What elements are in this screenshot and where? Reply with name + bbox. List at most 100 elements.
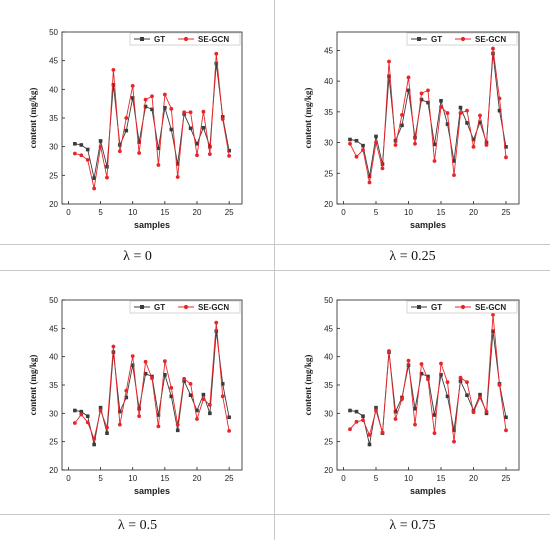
y-tick-label: 40 — [324, 353, 333, 362]
y-tick-label: 40 — [49, 353, 58, 362]
point-se-gcn — [491, 312, 495, 317]
point-gt — [98, 139, 103, 143]
point-se-gcn — [79, 412, 84, 417]
point-se-gcn — [92, 436, 97, 441]
point-se-gcn — [227, 153, 232, 158]
point-se-gcn — [432, 159, 437, 163]
point-gt — [393, 409, 398, 414]
point-se-gcn — [497, 96, 502, 101]
x-tick-label: 10 — [128, 208, 137, 217]
point-gt — [118, 409, 122, 414]
plot-frame — [61, 299, 243, 471]
point-se-gcn — [504, 428, 508, 433]
point-se-gcn — [374, 140, 378, 145]
point-gt — [354, 409, 359, 414]
point-gt — [471, 137, 476, 142]
point-se-gcn — [201, 397, 206, 402]
x-axis-label: samples — [134, 486, 170, 496]
y-tick-label: 35 — [324, 108, 333, 117]
point-se-gcn — [400, 397, 404, 402]
caption-lambda-0-75: λ = 0.75 — [389, 518, 436, 533]
point-se-gcn — [452, 439, 456, 444]
x-tick-label: 5 — [374, 208, 379, 217]
point-se-gcn — [497, 383, 502, 387]
point-gt — [445, 122, 450, 126]
plot-frame — [61, 31, 243, 205]
point-gt — [478, 120, 482, 125]
y-tick-label: 45 — [324, 46, 333, 55]
point-gt — [143, 104, 148, 109]
point-gt — [188, 126, 193, 131]
point-gt — [465, 393, 469, 397]
y-axis-label: content (mg/kg) — [28, 355, 38, 416]
point-se-gcn — [445, 111, 450, 115]
point-se-gcn — [380, 166, 385, 171]
y-tick-label: 25 — [49, 171, 58, 180]
point-gt — [130, 96, 135, 100]
caption-lambda-0-5: λ = 0.5 — [117, 518, 158, 533]
point-gt — [348, 137, 352, 142]
point-gt — [419, 97, 424, 102]
point-gt — [406, 363, 411, 367]
point-gt — [124, 128, 129, 133]
point-gt — [419, 371, 424, 376]
point-se-gcn — [220, 117, 225, 122]
point-se-gcn — [465, 380, 469, 385]
point-gt — [374, 405, 378, 410]
chart-panel-3: 0 5 10 15 20 25 20 25 30 35 40 45 50 samples content (… — [0, 271, 274, 514]
point-se-gcn — [361, 148, 365, 152]
point-gt — [458, 105, 463, 110]
y-tick-label: 20 — [49, 466, 58, 475]
point-se-gcn — [439, 105, 443, 109]
y-tick-label: 50 — [49, 296, 58, 305]
point-gt — [156, 413, 161, 417]
point-se-gcn — [169, 106, 174, 111]
point-se-gcn — [432, 431, 437, 436]
caption-lambda-0: λ = 0 — [123, 249, 152, 264]
point-se-gcn — [393, 143, 398, 147]
point-gt — [439, 99, 443, 103]
x-tick-label: 20 — [193, 474, 202, 483]
x-tick-label: 15 — [437, 474, 446, 483]
point-gt — [491, 329, 495, 333]
point-gt — [348, 408, 352, 413]
legend-label-gt: GT — [154, 35, 165, 44]
point-gt — [208, 144, 212, 149]
y-axis-label: content (mg/kg) — [28, 88, 38, 149]
point-se-gcn — [85, 157, 90, 162]
point-se-gcn — [175, 422, 180, 427]
point-se-gcn — [471, 410, 476, 415]
divider-caption-top — [0, 244, 550, 245]
point-gt — [111, 82, 116, 87]
x-tick-label: 5 — [98, 208, 103, 217]
point-se-gcn — [124, 116, 129, 120]
point-se-gcn — [162, 359, 167, 364]
chart-panel-1: 0 5 10 15 20 25 20 25 30 35 40 45 50 samples content (… — [0, 0, 274, 244]
y-tick-label: 40 — [49, 85, 58, 94]
point-se-gcn — [367, 180, 372, 185]
point-se-gcn — [504, 155, 508, 160]
point-gt — [85, 414, 90, 418]
point-se-gcn — [354, 154, 359, 159]
point-se-gcn — [105, 175, 109, 180]
point-gt — [163, 373, 167, 377]
point-se-gcn — [156, 163, 161, 167]
point-se-gcn — [445, 380, 450, 385]
point-gt — [92, 442, 96, 447]
point-gt — [227, 148, 231, 153]
point-se-gcn — [188, 381, 193, 386]
x-tick-label: 5 — [374, 474, 379, 483]
point-gt — [452, 159, 456, 163]
point-se-gcn — [426, 377, 430, 382]
point-gt — [195, 142, 199, 146]
y-tick-label: 25 — [324, 169, 333, 178]
point-gt — [175, 428, 180, 433]
point-se-gcn — [111, 67, 116, 72]
chart-svg: 0 5 10 15 20 25 20 25 30 35 40 45 50 samples content (… — [28, 28, 243, 230]
legend-marker-gt — [417, 305, 421, 309]
point-se-gcn — [98, 408, 103, 413]
point-gt — [227, 415, 231, 420]
plot-frame — [336, 299, 520, 471]
legend-marker-se-gcn — [183, 36, 189, 42]
chart-svg: 0 5 10 15 20 25 20 25 30 35 40 45 50 samples content (… — [28, 296, 243, 496]
